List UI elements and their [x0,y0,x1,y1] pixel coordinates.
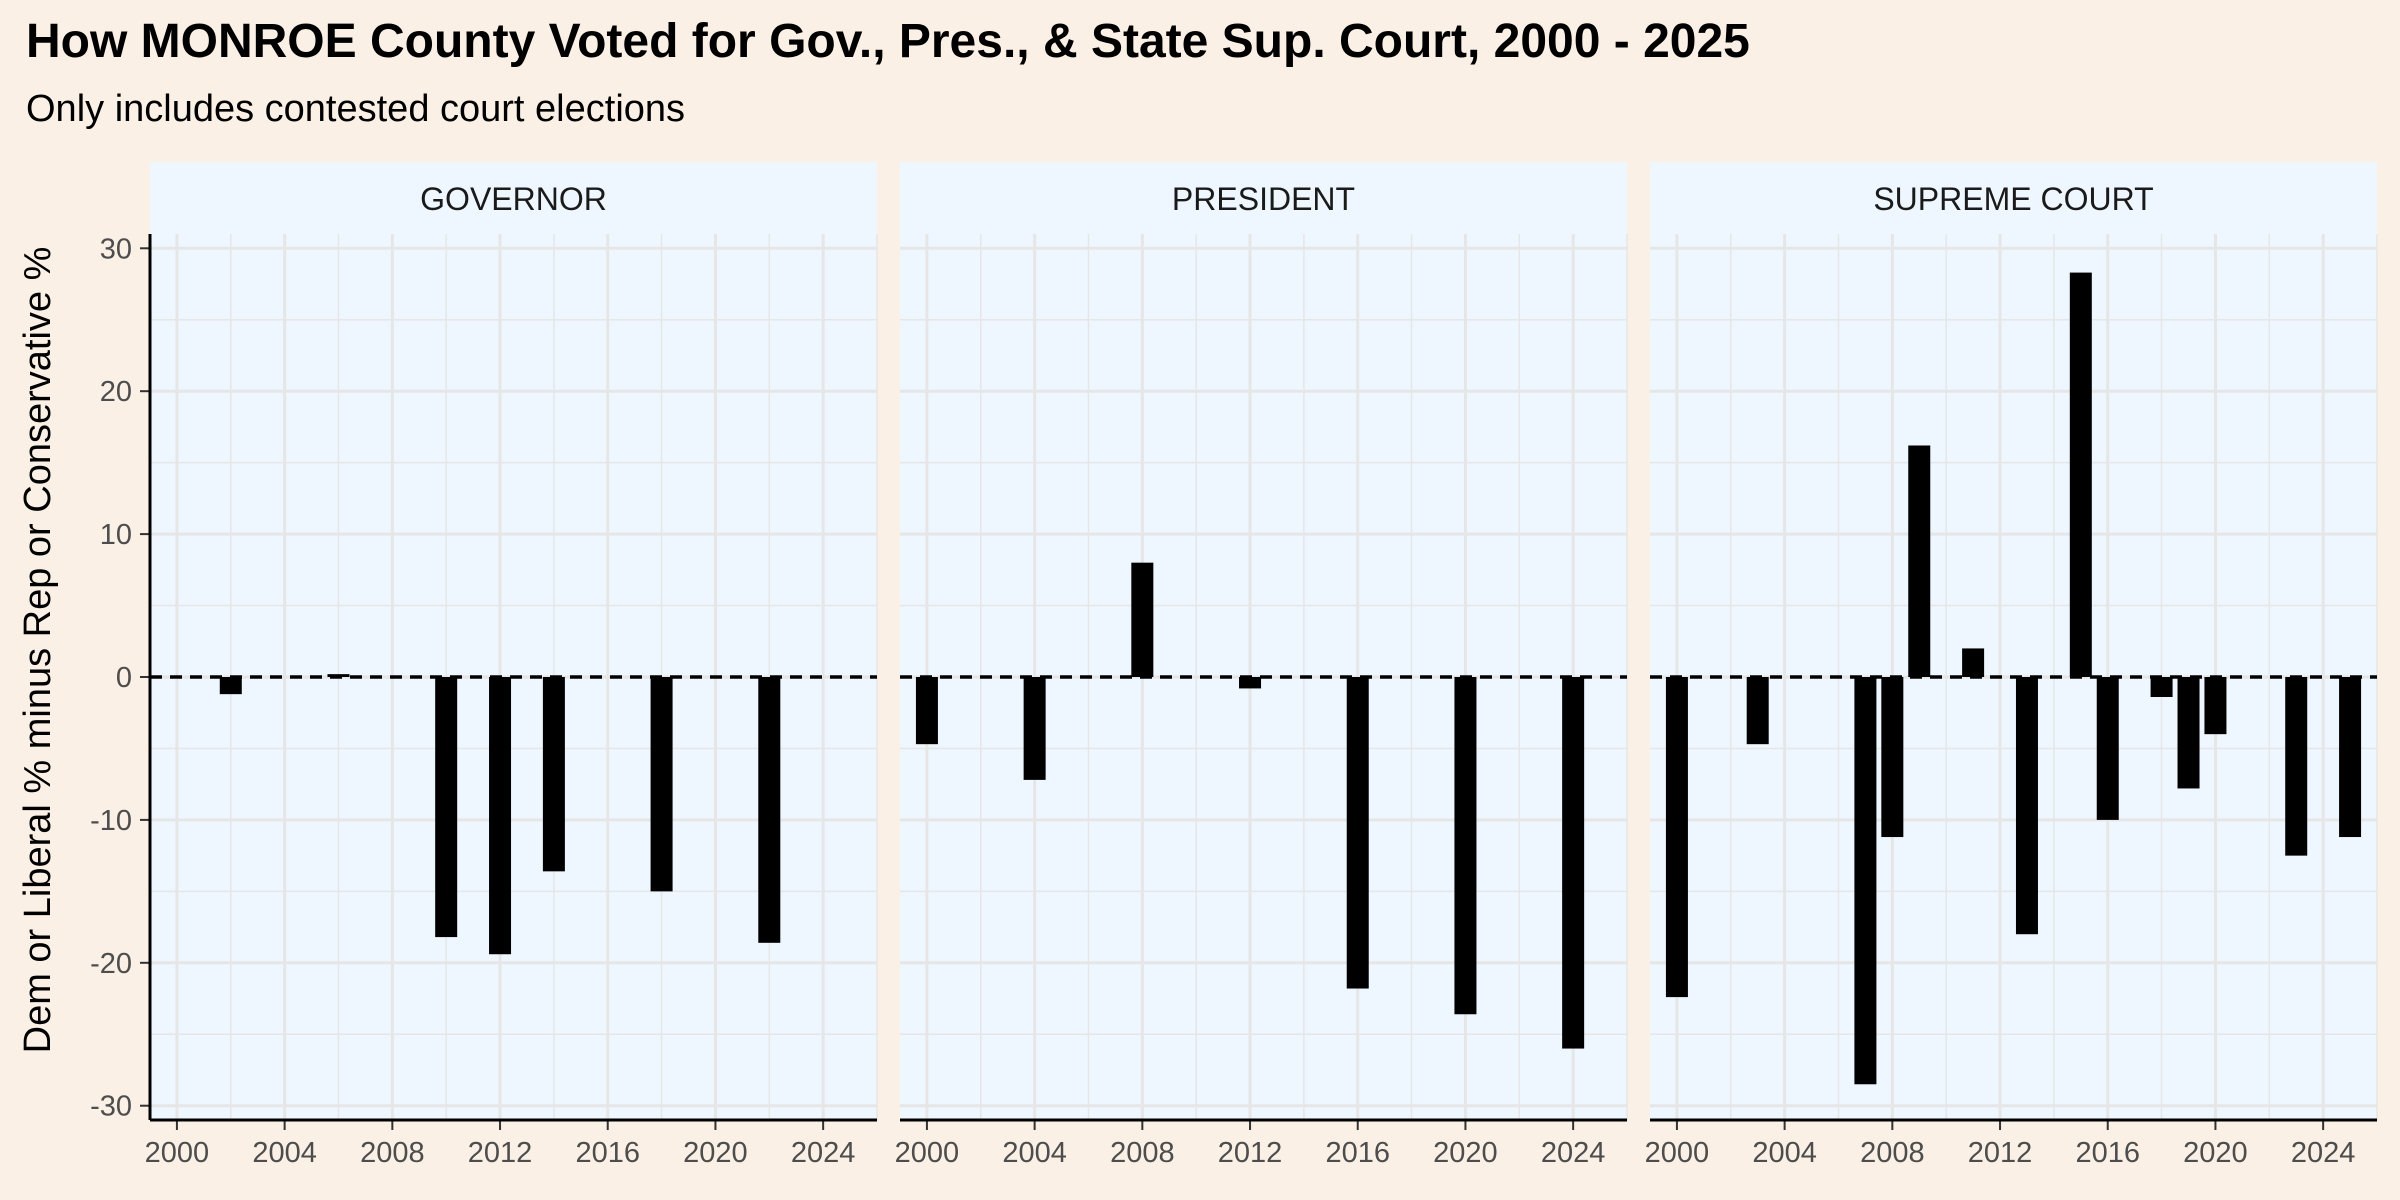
bar-0-2010 [435,677,458,938]
facet-panel-0: GOVERNOR 2000 2004 2008 2012 2016 2020 2024 [145,162,878,1169]
x-tick-label-0-6: 2024 [791,1137,856,1169]
bar-2-2015 [2069,272,2092,677]
x-tick-label-1-0: 2000 [895,1137,960,1169]
x-tick-label-0-3: 2012 [468,1137,533,1169]
x-tick-label-1-1: 2004 [1002,1137,1067,1169]
chart-subtitle: Only includes contested court elections [26,88,686,130]
bar-0-2014 [542,677,565,872]
bar-2-2008 [1881,677,1904,838]
bar-2-2023 [2285,677,2308,856]
x-tick-label-2-1: 2004 [1752,1137,1817,1169]
bar-2-2018 [2150,677,2173,698]
bar-2-2025 [2339,677,2362,838]
y-tick-label-2: 10 [100,519,132,551]
facet-strip-1 [900,162,1627,234]
x-tick-label-2-4: 2016 [2075,1137,2140,1169]
bar-1-2004 [1023,677,1046,780]
bar-1-2016 [1346,677,1369,989]
y-axis-label: Dem or Liberal % minus Rep or Conservati… [17,247,59,1054]
x-tick-label-0-2: 2008 [360,1137,425,1169]
bar-2-2003 [1746,677,1769,745]
x-tick-label-1-4: 2016 [1325,1137,1390,1169]
y-tick-label-4: -10 [90,805,132,837]
x-tick-label-2-5: 2020 [2183,1137,2248,1169]
bar-1-2020 [1454,677,1477,1015]
x-tick-label-0-0: 2000 [145,1137,210,1169]
facet-strip-2 [1650,162,2377,234]
y-tick-label-0: 30 [100,233,132,265]
facet-panel-1: PRESIDENT 2000 2004 2008 2012 2016 2020 2024 [895,162,1628,1169]
facet-strip-label-1: PRESIDENT [1172,181,1355,217]
chart-title: How MONROE County Voted for Gov., Pres.,… [26,15,1750,68]
x-tick-label-0-1: 2004 [252,1137,317,1169]
bar-1-2008 [1131,562,1154,677]
facet-strip-0 [150,162,877,234]
bar-2-2013 [2015,677,2038,935]
x-tick-label-0-5: 2020 [683,1137,748,1169]
x-tick-label-2-2: 2008 [1860,1137,1925,1169]
facet-strip-label-0: GOVERNOR [420,181,607,217]
bar-2-2007 [1854,677,1877,1085]
y-tick-label-5: -20 [90,948,132,980]
bar-2-2016 [2096,677,2119,820]
bar-0-2012 [489,677,512,955]
x-tick-label-0-4: 2016 [575,1137,640,1169]
x-tick-label-1-3: 2012 [1218,1137,1283,1169]
x-tick-label-2-3: 2012 [1968,1137,2033,1169]
bar-2-2020 [2204,677,2227,735]
x-tick-label-2-0: 2000 [1645,1137,1710,1169]
bar-0-2002 [219,677,242,695]
bar-2-2009 [1908,445,1931,677]
y-tick-label-1: 20 [100,376,132,408]
bar-1-2000 [915,677,938,745]
x-tick-label-2-6: 2024 [2291,1137,2356,1169]
bar-1-2024 [1562,677,1585,1049]
bar-0-2022 [758,677,781,943]
x-tick-label-1-6: 2024 [1541,1137,1606,1169]
y-tick-label-6: -30 [90,1091,132,1123]
y-tick-label-3: 0 [116,662,132,694]
x-tick-label-1-2: 2008 [1110,1137,1175,1169]
bar-1-2012 [1239,677,1262,689]
bar-2-2011 [1962,648,1985,677]
bar-0-2018 [650,677,673,892]
bar-2-2000 [1665,677,1688,998]
facet-panel-2: SUPREME COURT 2000 2004 2008 2012 2016 2020 202… [1645,162,2378,1169]
bar-2-2019 [2177,677,2200,789]
facet-strip-label-2: SUPREME COURT [1873,181,2153,217]
x-tick-label-1-5: 2020 [1433,1137,1498,1169]
